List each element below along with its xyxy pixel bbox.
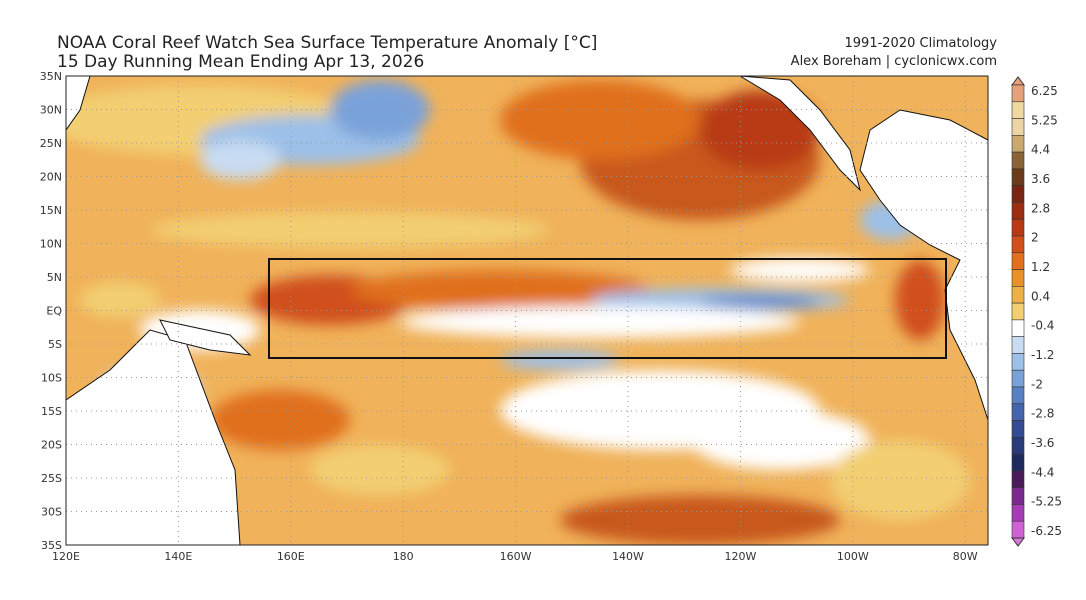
- anomaly-patch: [690, 410, 870, 470]
- lat-tick-label: 25S: [41, 472, 62, 485]
- lat-tick-label: 30N: [40, 104, 62, 117]
- anomaly-patch: [350, 270, 650, 310]
- anomaly-patch: [150, 212, 550, 248]
- anomaly-patch: [730, 258, 870, 282]
- colorbar-segment: [1011, 386, 1025, 405]
- colorbar-segment: [1011, 269, 1025, 287]
- colorbar-label: -2.8: [1031, 407, 1054, 421]
- colorbar-label: 5.25: [1031, 113, 1058, 127]
- map-subtitle: 15 Day Running Mean Ending Apr 13, 2026: [57, 52, 425, 72]
- lat-tick-label: 35S: [41, 539, 62, 552]
- colorbar-segment: [1011, 453, 1025, 472]
- colorbar-segment: [1011, 252, 1025, 270]
- colorbar-label: -6.25: [1031, 524, 1062, 538]
- lat-tick-label: 10S: [41, 372, 62, 385]
- colorbar-segment: [1011, 101, 1025, 119]
- colorbar-segment: [1011, 235, 1025, 254]
- colorbar-segment: [1011, 302, 1025, 321]
- lon-tick-label: 140W: [612, 550, 644, 563]
- lat-tick-label: 15S: [41, 405, 62, 418]
- colorbar-label: -4.4: [1031, 465, 1054, 479]
- colorbar: 6.25 5.25 4.4 3.6 2.8 2 1.2 0.4 -0.4 -1.2 -2 -2.8 -3…: [1011, 76, 1062, 547]
- lon-tick-label: 180: [393, 550, 414, 563]
- anomaly-patch: [830, 440, 970, 520]
- colorbar-label: 6.25: [1031, 84, 1058, 98]
- anomaly-patch: [560, 495, 840, 545]
- lat-tick-label: 10N: [40, 238, 62, 251]
- colorbar-label: 2.8: [1031, 201, 1050, 215]
- anomaly-patch: [500, 350, 620, 370]
- colorbar-segment: [1011, 84, 1025, 103]
- colorbar-segment: [1011, 470, 1025, 488]
- map-frame: [65, 75, 989, 546]
- lat-tick-label: 5S: [48, 338, 62, 351]
- australia-land: [66, 329, 241, 545]
- lat-tick-label: EQ: [46, 305, 62, 318]
- americas-land: [739, 76, 988, 545]
- lat-tick-label: 20N: [40, 171, 62, 184]
- colorbar-label: 0.4: [1031, 289, 1050, 303]
- anomaly-patch: [700, 296, 820, 308]
- map-field: [66, 76, 988, 545]
- colorbar-segment: [1011, 369, 1025, 388]
- lat-tick-label: 35N: [40, 70, 62, 83]
- lat-tick-label: 25N: [40, 137, 62, 150]
- colorbar-segment: [1011, 437, 1025, 455]
- lon-tick-label: 160W: [500, 550, 532, 563]
- anomaly-patch: [80, 282, 160, 318]
- lat-tick-label: 30S: [41, 506, 62, 519]
- lon-tick-label: 100W: [837, 550, 869, 563]
- colorbar-segment: [1011, 286, 1025, 304]
- colorbar-label: -1.2: [1031, 348, 1054, 362]
- anomaly-patch: [400, 306, 800, 338]
- lat-tick-label: 5N: [47, 271, 62, 284]
- colorbar-segment: [1011, 487, 1025, 505]
- colorbar-segment: [1011, 336, 1025, 354]
- colorbar-label: 4.4: [1031, 143, 1050, 157]
- colorbar-segment: [1011, 168, 1025, 186]
- anomaly-patch: [210, 390, 350, 450]
- anomaly-patch: [310, 445, 450, 495]
- anomaly-patch: [500, 80, 700, 160]
- colorbar-segment: [1011, 353, 1025, 371]
- colorbar-label: -5.25: [1031, 495, 1062, 509]
- anomaly-patch: [895, 260, 945, 340]
- colorbar-segment: [1011, 403, 1025, 421]
- colorbar-segment: [1011, 151, 1025, 170]
- colorbar-segment: [1011, 135, 1025, 153]
- anomaly-patch: [200, 140, 280, 180]
- lon-tick-label: 140E: [164, 550, 192, 563]
- map-title: NOAA Coral Reef Watch Sea Surface Temper…: [57, 33, 598, 53]
- colorbar-max-arrow: [1011, 76, 1025, 86]
- lon-tick-label: 160E: [277, 550, 305, 563]
- lon-tick-label: 120E: [52, 550, 80, 563]
- colorbar-segment: [1011, 504, 1025, 522]
- climatology-label: 1991-2020 Climatology: [844, 36, 997, 51]
- colorbar-segment: [1011, 319, 1025, 337]
- lat-tick-label: 15N: [40, 204, 62, 217]
- new-guinea-land: [159, 319, 252, 356]
- lat-tick-label: 20S: [41, 439, 62, 452]
- anomaly-patch: [330, 80, 430, 140]
- author-credit: Alex Boreham | cyclonicwx.com: [790, 54, 997, 69]
- colorbar-label: 2: [1031, 231, 1039, 245]
- colorbar-segment: [1011, 118, 1025, 136]
- colorbar-min-arrow: [1011, 537, 1025, 547]
- colorbar-segment: [1011, 420, 1025, 438]
- nino-region-box: [268, 258, 947, 359]
- colorbar-label: -3.6: [1031, 436, 1054, 450]
- colorbar-segment: [1011, 218, 1025, 237]
- colorbar-label: 3.6: [1031, 172, 1050, 186]
- lon-tick-label: 80W: [953, 550, 978, 563]
- colorbar-label: 1.2: [1031, 260, 1050, 274]
- asia-land: [66, 76, 91, 131]
- colorbar-label: -0.4: [1031, 319, 1054, 333]
- lon-tick-label: 120W: [724, 550, 756, 563]
- colorbar-segment: [1011, 185, 1025, 203]
- colorbar-label: -2: [1031, 377, 1043, 391]
- colorbar-segment: [1011, 202, 1025, 220]
- colorbar-segment: [1011, 520, 1025, 539]
